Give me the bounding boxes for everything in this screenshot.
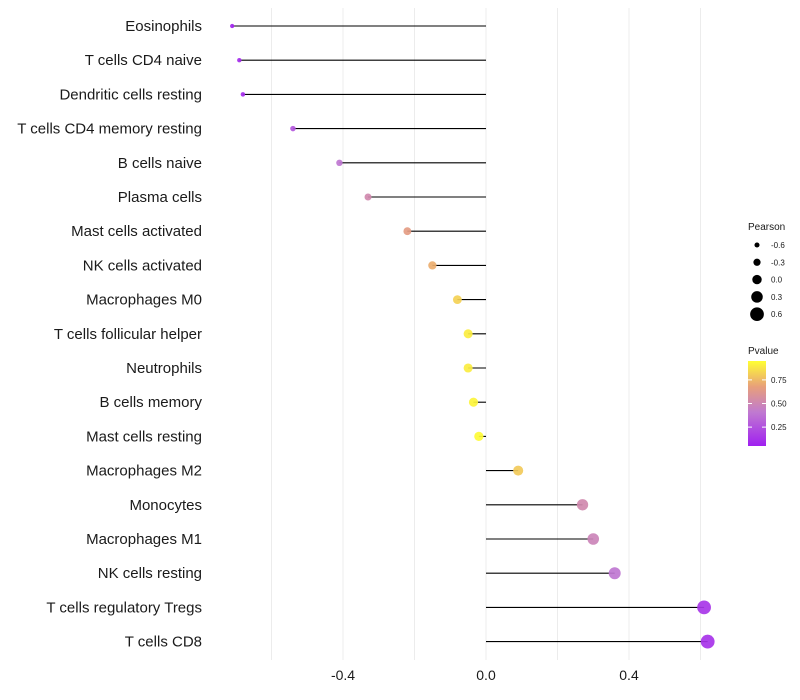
legend-colorbar-label: 0.75: [771, 376, 787, 385]
lollipop-point: [452, 295, 462, 305]
lollipop-point: [336, 159, 343, 167]
x-tick-label: 0.0: [476, 667, 496, 683]
y-axis-label: T cells CD8: [125, 634, 202, 651]
lollipop-point: [513, 465, 524, 476]
lollipop-point: [230, 23, 235, 29]
y-axis-label: T cells CD4 memory resting: [17, 121, 202, 138]
lollipop-point: [697, 600, 711, 615]
lollipop-points: [230, 23, 715, 649]
legend-pearson-title: Pearson: [748, 222, 785, 233]
legend-colorbar-label: 0.50: [771, 400, 787, 409]
legend-size-key: [750, 307, 764, 322]
lollipop-point: [700, 634, 715, 649]
y-axis-label: Plasma cells: [118, 189, 202, 206]
lollipop-point: [576, 499, 589, 511]
legend-pvalue: Pvalue 0.25 0.50 0.75: [748, 346, 787, 446]
lollipop-point: [463, 329, 473, 339]
legend-colorbar: [748, 361, 766, 446]
lollipop-point: [587, 533, 600, 545]
legend-size-label: 0.3: [771, 293, 783, 302]
y-axis-label: Neutrophils: [126, 360, 202, 377]
lollipop-stems: [232, 25, 708, 643]
lollipop-point: [237, 57, 242, 63]
y-axis-label: Dendritic cells resting: [59, 86, 202, 103]
lollipop-point: [468, 397, 479, 407]
y-axis-label: B cells naive: [118, 155, 202, 172]
y-axis-label: T cells follicular helper: [54, 326, 202, 343]
lollipop-point: [240, 92, 246, 97]
x-tick-label: -0.4: [331, 667, 355, 683]
y-axis-label: NK cells resting: [98, 565, 202, 582]
x-tick-label: 0.4: [619, 667, 639, 683]
y-axis-label: T cells regulatory Tregs: [46, 599, 202, 616]
legend-size-key: [754, 242, 760, 248]
y-axis-label: Eosinophils: [125, 18, 202, 35]
legend-size-key: [753, 258, 761, 266]
y-axis-label: Macrophages M0: [86, 292, 202, 309]
lollipop-point: [428, 261, 437, 270]
y-axis-label: T cells CD4 naive: [85, 52, 202, 69]
legend-size-label: 0.0: [771, 276, 783, 285]
y-axis-label: Macrophages M1: [86, 531, 202, 548]
y-axis-label: Monocytes: [129, 497, 202, 514]
y-axis-label: B cells memory: [99, 394, 202, 411]
lollipop-point: [463, 363, 473, 373]
lollipop-point: [403, 227, 412, 236]
lollipop-point: [474, 431, 484, 442]
lollipop-point: [364, 193, 372, 201]
x-axis-ticks: -0.4 0.0 0.4: [331, 667, 639, 683]
lollipop-point: [290, 125, 296, 132]
legend-size-key: [751, 291, 763, 303]
y-axis-label: Mast cells resting: [86, 428, 202, 445]
legend-size-label: 0.6: [771, 310, 783, 319]
y-axis-label: Mast cells activated: [71, 223, 202, 240]
y-axis-label: Macrophages M2: [86, 463, 202, 480]
legend-colorbar-label: 0.25: [771, 423, 787, 432]
y-axis-label: NK cells activated: [83, 257, 202, 274]
legend-size-key: [752, 274, 762, 285]
legend-pearson: Pearson -0.6 -0.3 0.0 0.3 0.6: [748, 222, 785, 322]
legend-pvalue-title: Pvalue: [748, 346, 779, 357]
legend-size-label: -0.3: [771, 258, 785, 267]
grid-lines: [271, 8, 701, 660]
y-axis-labels: Eosinophils T cells CD4 naive Dendritic ce…: [17, 18, 202, 651]
legend-size-label: -0.6: [771, 241, 785, 250]
lollipop-point: [608, 567, 621, 580]
